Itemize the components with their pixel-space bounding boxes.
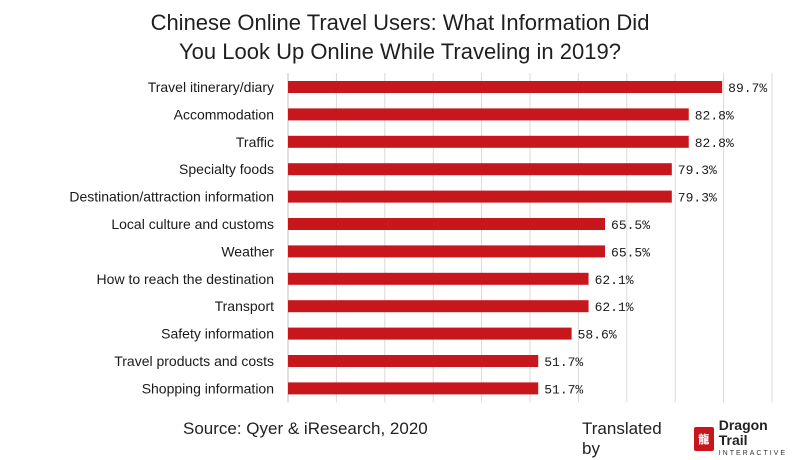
bar: [288, 108, 689, 121]
category-label: Transport: [215, 298, 275, 314]
category-label: Accommodation: [174, 106, 274, 122]
bar: [288, 245, 606, 258]
value-label: 51.7%: [544, 355, 583, 370]
value-label: 51.7%: [544, 382, 583, 397]
logo-sub: INTERACTIVE: [718, 450, 788, 457]
dragon-trail-logo: Dragon Trail INTERACTIVE: [719, 418, 800, 460]
value-label: 82.8%: [695, 136, 734, 151]
value-label: 89.7%: [728, 81, 767, 96]
bar-chart: Travel itinerary/diary 89.7% Accommodation…: [69, 73, 773, 403]
category-label: Shopping information: [142, 380, 274, 396]
chart-title: Chinese Online Travel Users: What Inform…: [0, 8, 800, 66]
category-label: Traffic: [236, 134, 274, 150]
bar: [288, 327, 572, 340]
category-label: Travel itinerary/diary: [148, 79, 274, 95]
bar: [288, 272, 589, 285]
credit: Translated by 龍 Dragon Trail INTERACTIVE: [582, 418, 800, 460]
value-label: 79.3%: [678, 191, 717, 206]
bar: [288, 135, 689, 148]
bar: [288, 81, 723, 93]
bar: [288, 163, 672, 176]
value-label: 58.6%: [578, 328, 617, 343]
value-label: 82.8%: [695, 108, 734, 123]
bar: [288, 355, 539, 367]
category-label: Destination/attraction information: [69, 189, 274, 205]
category-label: Specialty foods: [179, 161, 274, 177]
value-label: 65.5%: [611, 245, 650, 260]
dragon-seal-icon: 龍: [693, 427, 714, 451]
bar: [288, 190, 672, 203]
title-line-1: Chinese Online Travel Users: What Inform…: [150, 10, 650, 35]
title-line-2: You Look Up Online While Traveling in 20…: [179, 39, 621, 64]
source-note: Source: Qyer & iResearch, 2020: [183, 419, 428, 438]
bar: [288, 218, 606, 230]
bar: [288, 382, 539, 395]
category-label: Travel products and costs: [114, 353, 274, 369]
value-label: 65.5%: [611, 218, 650, 233]
category-label: How to reach the destination: [97, 271, 274, 287]
value-label: 62.1%: [595, 273, 634, 288]
logo-brand: Dragon Trail: [718, 417, 768, 448]
value-label: 79.3%: [678, 163, 717, 178]
bar: [288, 300, 589, 313]
translated-by-label: Translated by: [582, 419, 662, 458]
category-label: Safety information: [161, 326, 274, 342]
category-label: Weather: [221, 243, 274, 259]
value-label: 62.1%: [595, 300, 634, 315]
category-label: Local culture and customs: [111, 216, 274, 232]
